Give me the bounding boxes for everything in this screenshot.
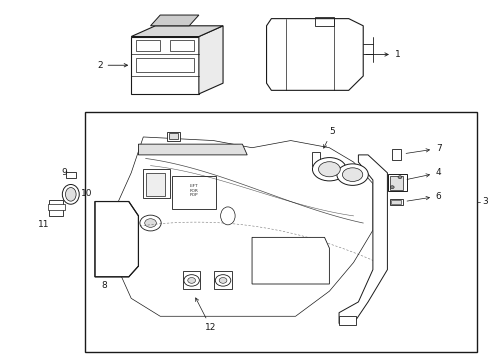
Polygon shape bbox=[150, 15, 199, 26]
Text: 3: 3 bbox=[481, 197, 487, 206]
Polygon shape bbox=[251, 237, 329, 284]
Text: 5: 5 bbox=[323, 127, 334, 148]
Text: 9: 9 bbox=[61, 168, 67, 177]
Text: 8: 8 bbox=[102, 264, 111, 290]
Bar bbox=[168, 133, 177, 139]
Bar bbox=[169, 40, 194, 51]
Bar bbox=[167, 132, 179, 140]
Ellipse shape bbox=[318, 162, 340, 177]
Text: 11: 11 bbox=[38, 220, 49, 229]
Circle shape bbox=[219, 278, 226, 283]
Bar bbox=[387, 174, 406, 191]
Polygon shape bbox=[107, 130, 386, 327]
Text: 4: 4 bbox=[406, 168, 441, 179]
Bar bbox=[143, 169, 169, 198]
Text: LIFT
FOR
POP: LIFT FOR POP bbox=[189, 184, 198, 197]
Circle shape bbox=[183, 275, 199, 286]
Bar bbox=[214, 271, 231, 289]
Bar bbox=[66, 172, 76, 178]
Bar bbox=[390, 200, 400, 204]
Polygon shape bbox=[266, 19, 363, 90]
Bar bbox=[391, 149, 400, 160]
Bar bbox=[97, 269, 104, 275]
Ellipse shape bbox=[65, 188, 76, 201]
Text: 6: 6 bbox=[406, 192, 441, 201]
Bar bbox=[389, 176, 403, 190]
Bar bbox=[389, 199, 403, 205]
Bar bbox=[183, 271, 200, 289]
Circle shape bbox=[140, 215, 161, 231]
Bar bbox=[85, 112, 476, 352]
Bar bbox=[136, 58, 194, 72]
Polygon shape bbox=[131, 26, 223, 37]
Bar bbox=[314, 17, 333, 26]
Bar bbox=[49, 200, 62, 216]
Text: 7: 7 bbox=[405, 144, 441, 153]
Bar bbox=[145, 173, 165, 196]
Polygon shape bbox=[199, 26, 223, 94]
Circle shape bbox=[389, 186, 393, 189]
Circle shape bbox=[215, 275, 230, 286]
Bar bbox=[311, 152, 320, 166]
Circle shape bbox=[397, 176, 401, 179]
Polygon shape bbox=[95, 202, 138, 277]
Bar bbox=[47, 204, 64, 211]
Ellipse shape bbox=[336, 164, 367, 185]
Bar bbox=[172, 176, 215, 209]
Text: 10: 10 bbox=[81, 189, 92, 198]
Text: 2: 2 bbox=[97, 61, 127, 70]
Text: 12: 12 bbox=[195, 298, 216, 332]
Circle shape bbox=[144, 219, 156, 227]
Ellipse shape bbox=[342, 168, 362, 181]
Text: 1: 1 bbox=[365, 50, 400, 59]
Polygon shape bbox=[138, 144, 247, 155]
Polygon shape bbox=[131, 37, 199, 94]
Circle shape bbox=[187, 278, 195, 283]
Bar bbox=[136, 40, 160, 51]
Ellipse shape bbox=[62, 184, 79, 204]
Ellipse shape bbox=[312, 158, 346, 181]
Ellipse shape bbox=[220, 207, 235, 225]
Bar bbox=[338, 316, 355, 325]
Polygon shape bbox=[338, 155, 386, 323]
